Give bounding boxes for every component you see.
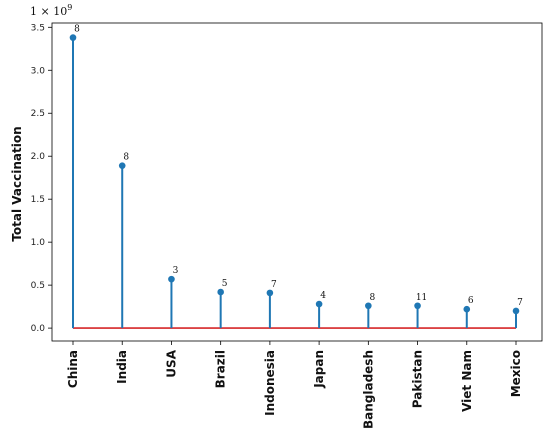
marker: [365, 302, 372, 310]
y-tick-label: 0.0: [31, 324, 46, 334]
annotations: 8 8 3 5 7 4 8 11 6 7: [74, 25, 523, 308]
x-axis-ticks: China India USA Brazil Indonesia Japan Banglad…: [66, 341, 523, 429]
x-tick-label: Viet Nam: [460, 350, 474, 412]
plot-frame: [51, 22, 543, 342]
data-annotation: 8: [369, 293, 375, 303]
stems: [72, 37, 517, 329]
y-axis-label: Total Vaccination: [10, 126, 24, 241]
data-annotation: 7: [517, 298, 523, 308]
data-annotation: 6: [468, 296, 474, 306]
y-tick-label: 3.5: [31, 23, 45, 33]
x-tick-label: USA: [164, 349, 178, 377]
marker: [463, 305, 471, 313]
data-annotation: 8: [74, 25, 80, 35]
markers: [69, 34, 520, 315]
x-tick-label: Bangladesh: [361, 350, 375, 429]
x-tick-label: Indonesia: [263, 350, 277, 416]
data-annotation: 5: [222, 279, 228, 289]
data-annotation: 8: [123, 153, 129, 163]
marker: [118, 162, 126, 169]
x-tick-label: Pakistan: [411, 350, 425, 408]
y-tick-label: 1.5: [31, 195, 45, 205]
marker: [69, 34, 77, 41]
marker: [217, 288, 224, 296]
offset-text: 1 × 109: [30, 3, 72, 18]
marker: [168, 275, 175, 283]
data-annotation: 7: [271, 280, 277, 290]
x-tick-label: Mexico: [509, 350, 523, 397]
y-tick-label: 0.5: [31, 281, 45, 291]
data-annotation: 3: [173, 266, 179, 276]
x-tick-label: Brazil: [214, 350, 228, 388]
data-annotation: 4: [320, 291, 326, 301]
y-tick-label: 2.0: [31, 152, 46, 162]
y-axis-ticks: 0.0 0.5 1.0 1.5 2.0 2.5 3.0 3.5: [31, 23, 52, 334]
marker: [315, 300, 323, 308]
x-tick-label: India: [115, 350, 129, 384]
marker: [512, 307, 520, 315]
x-tick-label: China: [66, 350, 80, 388]
x-tick-label: Japan: [312, 350, 326, 389]
marker: [266, 289, 274, 297]
y-tick-label: 3.0: [31, 66, 46, 76]
y-tick-label: 1.0: [31, 238, 46, 248]
y-tick-label: 2.5: [31, 109, 45, 119]
marker: [414, 302, 421, 310]
data-annotation: 11: [416, 293, 427, 303]
